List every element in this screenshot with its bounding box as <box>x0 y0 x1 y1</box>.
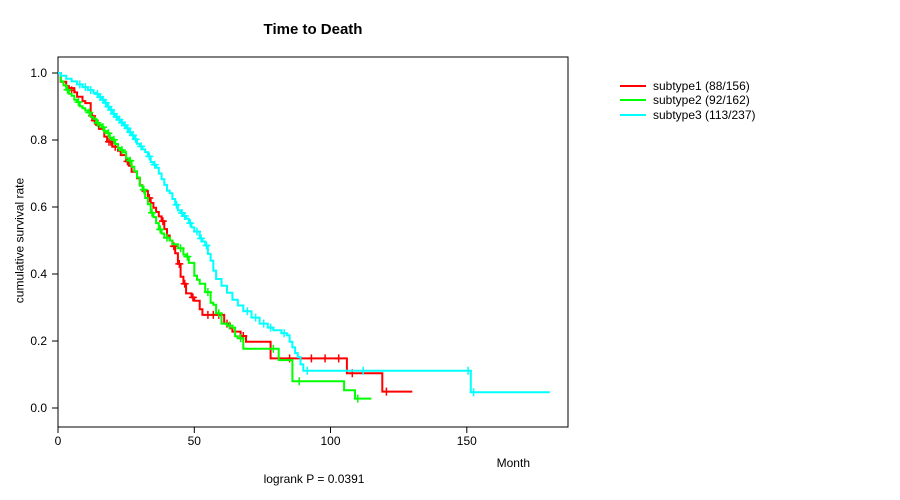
legend-line-subtype2 <box>620 99 646 102</box>
svg-text:100: 100 <box>320 434 340 448</box>
svg-text:0: 0 <box>55 434 62 448</box>
chart-title: Time to Death <box>263 21 363 38</box>
svg-text:0.2: 0.2 <box>30 334 47 348</box>
y-axis-label: cumulative survival rate <box>12 177 27 304</box>
legend-line-subtype3 <box>620 113 646 116</box>
svg-text:50: 50 <box>188 434 202 448</box>
legend-label-subtype1: subtype1 (88/156) <box>653 79 750 94</box>
legend-label-subtype2: subtype2 (92/162) <box>653 93 750 108</box>
svg-text:1.0: 1.0 <box>30 66 47 80</box>
svg-text:0.6: 0.6 <box>30 200 47 214</box>
logrank-p-value: logrank P = 0.0391 <box>263 472 365 486</box>
legend-item-subtype3: subtype3 (113/237) <box>620 108 756 122</box>
svg-text:0.4: 0.4 <box>30 267 47 281</box>
legend-item-subtype2: subtype2 (92/162) <box>620 93 756 107</box>
svg-text:0.8: 0.8 <box>30 133 47 147</box>
legend-label-subtype3: subtype3 (113/237) <box>653 107 756 122</box>
svg-text:150: 150 <box>457 434 477 448</box>
legend-item-subtype1: subtype1 (88/156) <box>620 79 756 93</box>
svg-text:0.0: 0.0 <box>30 401 47 415</box>
legend: subtype1 (88/156) subtype2 (92/162) subt… <box>620 79 756 122</box>
legend-line-subtype1 <box>620 85 646 88</box>
x-axis-label: Month <box>496 456 530 470</box>
